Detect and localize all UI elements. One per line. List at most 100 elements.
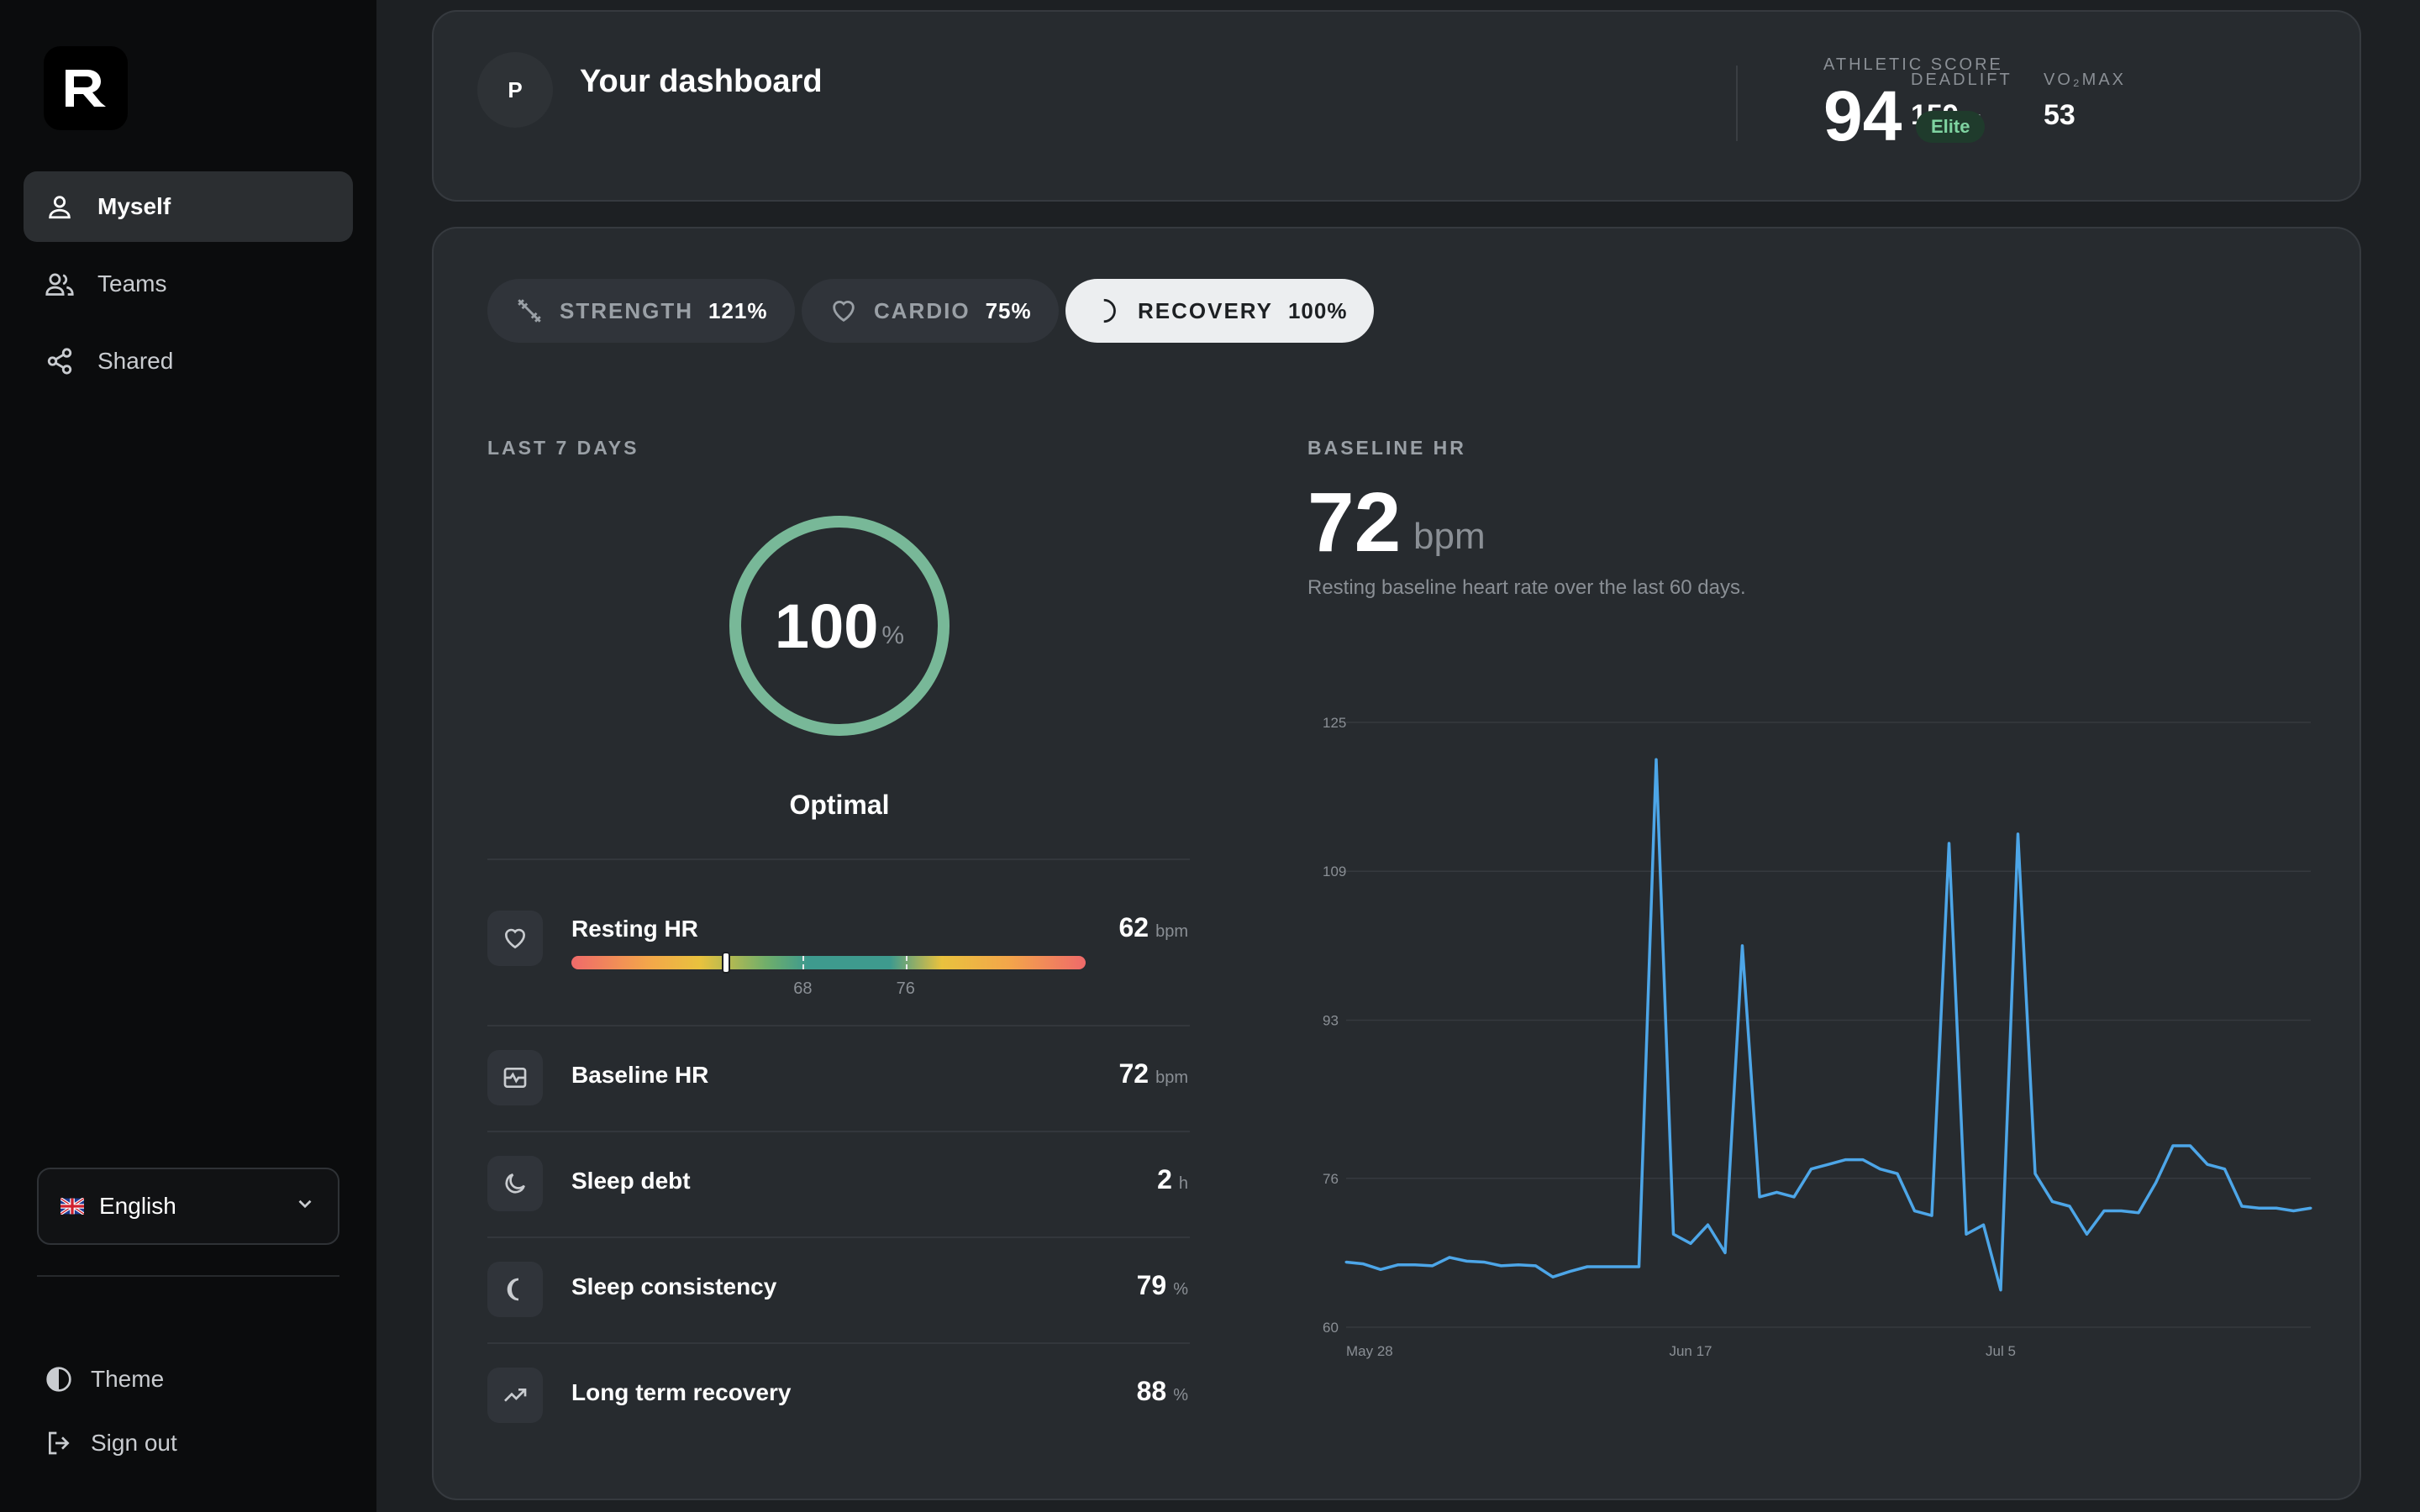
data-point	[1879, 1168, 1881, 1171]
progress-ring	[729, 516, 950, 736]
share-icon	[44, 345, 76, 377]
data-point	[1913, 1210, 1916, 1213]
range-tick-label: 68	[793, 979, 813, 998]
divider	[487, 1236, 1190, 1238]
page-title: Your dashboard	[580, 64, 823, 99]
metric-value: 88%	[1137, 1376, 1188, 1407]
metric-number: 2	[1157, 1164, 1172, 1194]
data-point	[2120, 1210, 2123, 1213]
metric-unit: bpm	[1155, 922, 1188, 941]
data-point	[2154, 1181, 2157, 1184]
baseline-hr-label: BASELINE HR	[1307, 437, 1466, 459]
heart-icon	[829, 296, 859, 326]
data-point	[1344, 1260, 1348, 1263]
data-point	[1603, 1265, 1606, 1268]
data-point	[1861, 1158, 1865, 1162]
data-point	[1638, 1265, 1640, 1268]
metric-sleep-consistency[interactable]: Sleep consistency 79%	[487, 1255, 1190, 1322]
data-point	[1896, 1172, 1899, 1175]
data-point	[2086, 1232, 2088, 1236]
metric-name: Sleep debt	[571, 1168, 691, 1194]
metric-value: 62 bpm	[1119, 912, 1189, 943]
data-point	[2206, 1163, 2209, 1166]
athletic-score-label: ATHLETIC SCORE	[1823, 55, 2003, 74]
data-point	[1551, 1275, 1555, 1278]
data-point	[2292, 1210, 2295, 1213]
data-point	[1930, 1214, 1933, 1217]
tab-recovery[interactable]: RECOVERY 100%	[1065, 279, 1375, 343]
uk-flag-icon	[60, 1198, 84, 1215]
language-select[interactable]: English	[37, 1168, 339, 1245]
recovery-score-unit: %	[881, 622, 905, 649]
metric-name: Long term recovery	[571, 1379, 792, 1405]
tab-value: 100%	[1287, 297, 1348, 323]
dumbbell-icon	[514, 296, 544, 326]
tab-strength[interactable]: STRENGTH 121%	[487, 279, 795, 343]
y-tick-label: 125	[1323, 715, 1346, 731]
data-point	[1465, 1259, 1468, 1263]
data-point	[1620, 1265, 1623, 1268]
tab-value: 75%	[985, 297, 1032, 323]
sidebar-item-teams[interactable]: Teams	[24, 249, 353, 319]
tab-label: STRENGTH	[560, 297, 693, 323]
chevron-down-icon	[294, 1193, 316, 1221]
divider	[487, 1131, 1190, 1132]
metric-unit: h	[1178, 1174, 1188, 1193]
vo2max-label: VO₂MAX	[2044, 71, 2126, 89]
language-label: English	[99, 1193, 176, 1219]
metric-unit: %	[1173, 1280, 1188, 1299]
user-icon	[44, 191, 76, 223]
data-point	[2223, 1168, 2226, 1171]
sign-out-button[interactable]: Sign out	[44, 1428, 177, 1458]
data-point	[2309, 1206, 2312, 1210]
metric-long-term-recovery[interactable]: Long term recovery 88%	[487, 1361, 1190, 1428]
metric-baseline-hr[interactable]: Baseline HR 72 bpm	[487, 1043, 1190, 1110]
period-label: LAST 7 DAYS	[487, 437, 639, 459]
data-point	[1723, 1251, 1727, 1254]
theme-button[interactable]: Theme	[44, 1364, 164, 1394]
app-logo[interactable]	[44, 46, 128, 130]
data-point	[1672, 1232, 1675, 1236]
metric-resting-hr[interactable]: Resting HR 68 76 62 bpm	[487, 904, 1190, 998]
y-tick-label: 93	[1323, 1012, 1339, 1028]
divider	[487, 1342, 1190, 1344]
data-point	[1586, 1265, 1589, 1268]
range-tick-label: 76	[896, 979, 915, 998]
tab-label: RECOVERY	[1138, 297, 1273, 323]
vo2max-value: 53	[2044, 99, 2075, 131]
data-point	[1965, 1232, 1968, 1236]
divider	[487, 858, 1190, 860]
data-point	[1500, 1264, 1502, 1268]
data-point	[2102, 1210, 2106, 1213]
metric-name: Baseline HR	[571, 1062, 709, 1088]
pulse-icon	[487, 1050, 543, 1105]
sidebar-item-shared[interactable]: Shared	[24, 326, 353, 396]
data-point	[1776, 1190, 1778, 1194]
data-point	[1999, 1289, 2002, 1292]
sidebar-item-myself[interactable]: Myself	[24, 171, 353, 242]
metric-number: 88	[1136, 1376, 1167, 1406]
metric-value: 79%	[1137, 1270, 1188, 1301]
avatar[interactable]: P	[477, 52, 553, 128]
data-point	[1948, 842, 1950, 845]
crescent-icon	[487, 1262, 543, 1317]
athletic-score-value: 94	[1823, 76, 1902, 155]
data-point	[2258, 1206, 2260, 1210]
users-icon	[44, 268, 76, 300]
moon-icon	[1092, 296, 1123, 326]
stat-divider	[1736, 66, 1738, 141]
heart-icon	[487, 911, 543, 966]
tab-cardio[interactable]: CARDIO 75%	[802, 279, 1059, 343]
baseline-hr-description: Resting baseline heart rate over the las…	[1307, 576, 1746, 599]
data-point	[2051, 1200, 2054, 1203]
metric-name: Sleep consistency	[571, 1273, 777, 1299]
data-point	[2137, 1211, 2140, 1215]
data-point	[1655, 758, 1658, 761]
divider	[487, 1025, 1190, 1026]
metric-number: 62	[1118, 912, 1150, 942]
metric-name: Resting HR	[571, 916, 698, 942]
trend-up-icon	[487, 1368, 543, 1423]
